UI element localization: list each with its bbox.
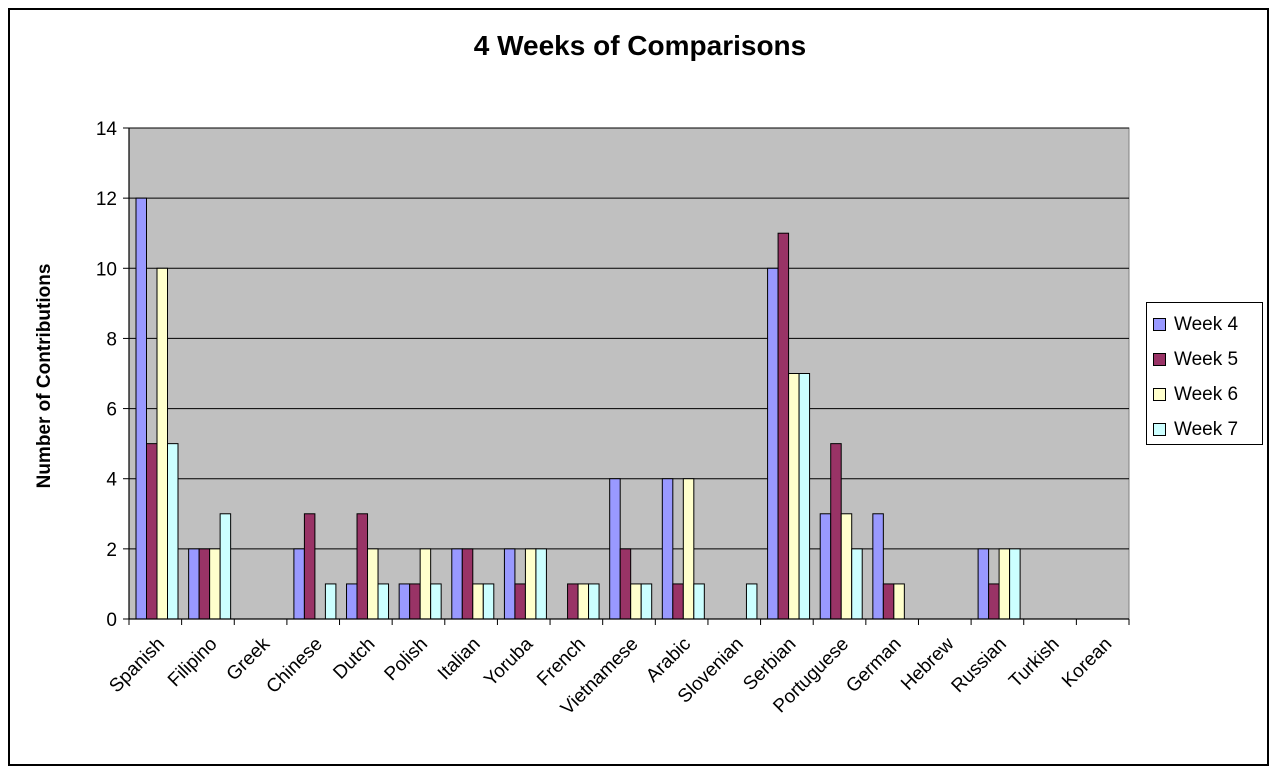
bar-week-4 xyxy=(398,583,411,620)
bar-week-5 xyxy=(567,583,579,620)
y-tick-label: 8 xyxy=(106,329,117,350)
bar-week-4 xyxy=(503,548,516,620)
bar-week-7 xyxy=(482,583,495,620)
x-tick-label: Korean xyxy=(1058,634,1116,692)
bar-week-6 xyxy=(577,583,590,620)
bar-week-5 xyxy=(672,583,684,620)
legend-label: Week 4 xyxy=(1174,313,1239,335)
bar-week-4 xyxy=(293,548,305,620)
legend-item: Week 7 xyxy=(1153,412,1256,447)
y-tick-label: 12 xyxy=(96,189,117,210)
x-tick-label: German xyxy=(842,634,905,697)
bar-week-7 xyxy=(798,373,811,620)
bar-week-5 xyxy=(619,548,632,620)
bar-week-6 xyxy=(893,583,905,620)
bar-week-4 xyxy=(451,548,463,620)
bar-week-5 xyxy=(830,443,842,620)
bar-week-7 xyxy=(693,583,705,620)
x-tick-label: Yoruba xyxy=(480,633,537,690)
y-tick-label: 0 xyxy=(106,610,117,631)
legend: Week 4 Week 5 Week 6 Week 7 xyxy=(1146,302,1263,445)
x-tick-label: Turkish xyxy=(1005,634,1063,692)
legend-label: Week 6 xyxy=(1174,383,1239,405)
chart-title: 4 Weeks of Comparisons xyxy=(473,30,807,61)
bar-week-5 xyxy=(356,513,369,620)
bar-week-5 xyxy=(882,583,895,620)
bar-week-5 xyxy=(146,443,158,620)
bar-week-4 xyxy=(977,548,990,620)
bar-week-7 xyxy=(745,583,758,620)
bar-week-7 xyxy=(535,548,547,620)
bar-week-5 xyxy=(303,513,316,620)
bar-week-4 xyxy=(188,548,200,620)
bar-week-5 xyxy=(988,583,1000,620)
bar-week-7 xyxy=(640,583,653,620)
x-tick-label: Spanish xyxy=(105,634,168,697)
bar-week-6 xyxy=(998,548,1011,620)
bar-week-4 xyxy=(609,478,621,620)
x-tick-label: Greek xyxy=(223,633,275,685)
bar-week-6 xyxy=(788,373,800,620)
bar-week-6 xyxy=(209,548,221,620)
bar-week-4 xyxy=(661,478,674,620)
x-tick-label: Italian xyxy=(434,634,485,685)
legend-item: Week 5 xyxy=(1153,342,1256,377)
legend-swatch xyxy=(1153,353,1166,366)
legend-swatch xyxy=(1153,388,1166,401)
bar-week-6 xyxy=(840,513,853,620)
bar-week-6 xyxy=(630,583,642,620)
bar-week-7 xyxy=(324,583,337,620)
x-tick-label: Filipino xyxy=(164,634,221,691)
x-tick-label: Hebrew xyxy=(897,633,958,694)
bar-week-7 xyxy=(219,513,232,620)
x-tick-label: Polish xyxy=(381,634,432,685)
legend-swatch xyxy=(1153,318,1166,331)
legend-label: Week 5 xyxy=(1174,348,1239,370)
bar-week-6 xyxy=(472,583,484,620)
bar-week-4 xyxy=(135,197,147,620)
y-tick-label: 6 xyxy=(106,400,117,421)
bar-week-6 xyxy=(419,548,432,620)
bar-week-7 xyxy=(851,548,863,620)
y-tick-label: 10 xyxy=(96,259,117,280)
bar-week-7 xyxy=(588,583,600,620)
bar-week-5 xyxy=(514,583,526,620)
bar-week-5 xyxy=(461,548,474,620)
bar-week-7 xyxy=(430,583,442,620)
x-tick-label: Russian xyxy=(948,634,1011,697)
bar-week-7 xyxy=(377,583,390,620)
bar-week-4 xyxy=(872,513,884,620)
y-tick-label: 14 xyxy=(96,119,118,140)
y-tick-label: 2 xyxy=(106,540,117,561)
bar-week-5 xyxy=(409,583,421,620)
bar-week-5 xyxy=(777,232,790,620)
x-tick-label: Dutch xyxy=(329,634,379,684)
bar-week-7 xyxy=(167,443,179,620)
bar-week-4 xyxy=(346,583,358,620)
bar-week-7 xyxy=(1009,548,1021,620)
plot-area xyxy=(128,127,1130,620)
legend-item: Week 6 xyxy=(1153,377,1256,412)
y-tick-label: 4 xyxy=(106,470,117,491)
bar-week-4 xyxy=(767,267,779,620)
bar-week-6 xyxy=(682,478,695,620)
legend-swatch xyxy=(1153,423,1166,436)
bar-week-6 xyxy=(524,548,537,620)
bar-week-5 xyxy=(198,548,211,620)
bar-week-6 xyxy=(156,267,168,620)
x-tick-label: Chinese xyxy=(263,634,327,698)
bar-week-4 xyxy=(819,513,832,620)
legend-item: Week 4 xyxy=(1153,307,1256,342)
legend-label: Week 7 xyxy=(1174,418,1239,440)
bar-week-6 xyxy=(367,548,379,620)
